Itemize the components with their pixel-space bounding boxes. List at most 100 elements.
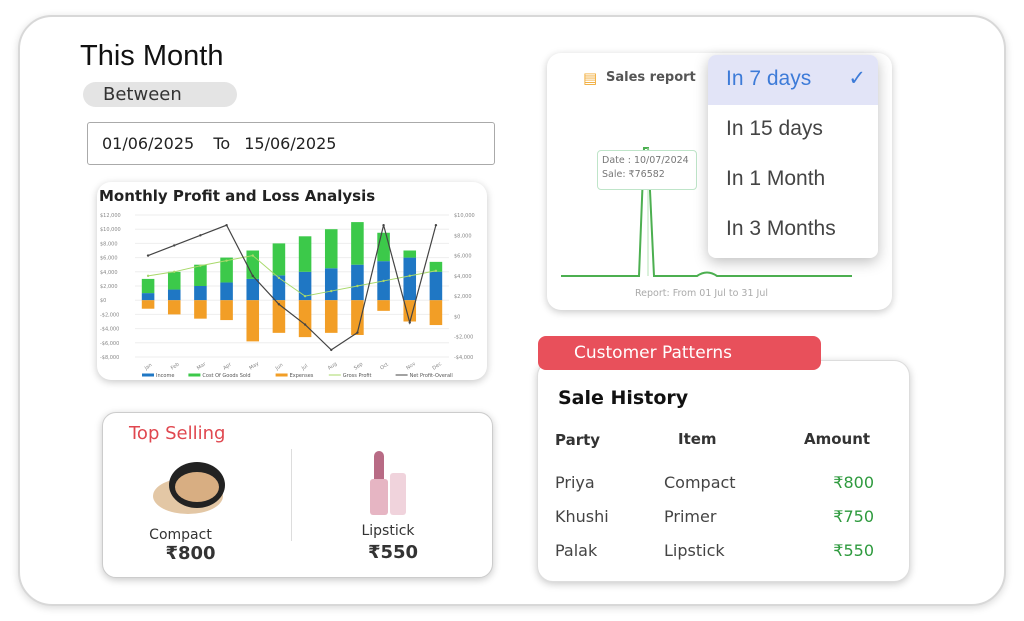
- gross-profit-point: [199, 264, 202, 267]
- x-tick-label: Jan: [143, 362, 154, 372]
- left-tick-label: -$2,000: [100, 312, 119, 318]
- net-profit-point: [434, 223, 438, 227]
- legend-swatch: [275, 373, 288, 377]
- product-price: ₹800: [165, 543, 216, 564]
- left-tick-label: $0: [100, 298, 106, 304]
- x-tick-label: May: [248, 361, 260, 372]
- customer-patterns-label: Customer Patterns: [538, 336, 821, 370]
- legend-label: Expenses: [290, 373, 314, 379]
- cogs-bar: [324, 229, 338, 269]
- report-icon: ▤: [583, 69, 598, 87]
- history-party: Palak: [555, 541, 598, 560]
- col-amount: Amount: [804, 430, 871, 448]
- date-from: 01/06/2025: [102, 134, 195, 153]
- expenses-bar: [403, 300, 417, 322]
- lipstick-image: [368, 451, 408, 516]
- legend-swatch: [142, 373, 154, 377]
- right-tick-label: -$4,000: [454, 355, 473, 361]
- x-tick-label: Mar: [196, 361, 208, 372]
- cogs-bar: [194, 264, 207, 286]
- history-amount: ₹750: [833, 507, 874, 526]
- net-profit-point: [330, 348, 333, 352]
- product-name: Lipstick: [361, 523, 415, 539]
- income-bar: [298, 271, 312, 301]
- net-profit-point: [356, 331, 359, 334]
- net-profit-point: [277, 303, 281, 306]
- report-range: Report: From 01 Jul to 31 Jul: [635, 288, 768, 299]
- sale-history-title: Sale History: [558, 387, 689, 409]
- sale-history-card: Sale History Party Item Amount Priya Comp…: [537, 360, 910, 582]
- gross-profit-point: [434, 269, 438, 272]
- tooltip-date: Date : 10/07/2024: [602, 155, 689, 166]
- x-tick-label: Oct: [379, 362, 390, 372]
- cogs-bar: [167, 271, 181, 290]
- option-1-month[interactable]: In 1 Month: [726, 167, 826, 190]
- page-title: This Month: [80, 40, 224, 72]
- income-bar: [324, 268, 338, 301]
- profit-loss-chart-card: Monthly Profit and Loss Analysis $12,000…: [97, 182, 487, 380]
- gross-profit-point: [356, 284, 359, 288]
- net-profit-point: [199, 234, 202, 237]
- expenses-bar: [272, 300, 286, 333]
- option-15-days[interactable]: In 15 days: [726, 117, 823, 140]
- option-label: In 7 days: [726, 67, 812, 90]
- income-bar: [220, 282, 233, 301]
- option-7-days[interactable]: In 7 days ✓: [708, 55, 878, 105]
- net-profit-line: [147, 224, 437, 351]
- net-profit-point: [225, 223, 228, 227]
- between-label: Between: [83, 82, 237, 107]
- cogs-bar: [272, 243, 286, 276]
- legend-label: Gross Profit: [343, 373, 372, 379]
- left-tick-label: $8,000: [100, 241, 118, 247]
- expenses-bar: [246, 300, 260, 342]
- date-to: 15/06/2025: [244, 134, 337, 153]
- history-party: Khushi: [555, 507, 609, 526]
- income-bar: [141, 293, 155, 301]
- sales-report-title: Sales report: [606, 70, 696, 85]
- option-3-months[interactable]: In 3 Months: [726, 217, 836, 240]
- x-tick-label: Sep: [353, 361, 364, 371]
- x-tick-label: Nov: [405, 361, 416, 372]
- expenses-bar: [194, 300, 207, 319]
- product-price: ₹550: [367, 542, 419, 563]
- legend-label: Income: [156, 373, 174, 379]
- legend-swatch: [188, 373, 201, 377]
- income-bar: [194, 286, 207, 301]
- left-tick-label: -$4,000: [100, 327, 119, 333]
- history-item: Lipstick: [664, 541, 725, 560]
- net-profit-point: [251, 274, 254, 278]
- expenses-bar: [141, 300, 155, 309]
- cogs-bar: [377, 232, 390, 262]
- right-tick-label: $10,000: [454, 213, 475, 219]
- left-tick-label: $4,000: [100, 270, 118, 276]
- cogs-bar: [220, 257, 233, 283]
- sales-tooltip: Date : 10/07/2024 Sale: ₹76582: [597, 150, 697, 190]
- cogs-bar: [429, 261, 443, 272]
- expenses-bar: [351, 300, 364, 335]
- product-name: Compact: [149, 527, 212, 543]
- left-tick-label: $6,000: [100, 256, 118, 262]
- left-tick-label: -$6,000: [100, 341, 119, 347]
- cogs-bar: [403, 250, 417, 258]
- chart-title: Monthly Profit and Loss Analysis: [99, 187, 376, 205]
- x-tick-label: Aug: [327, 361, 338, 372]
- history-item: Compact: [664, 473, 736, 492]
- x-tick-label: Feb: [170, 362, 181, 372]
- expenses-bar: [377, 300, 390, 311]
- left-tick-label: $10,000: [100, 227, 121, 233]
- col-party: Party: [555, 431, 601, 449]
- income-bar: [272, 275, 286, 301]
- income-bar: [429, 271, 443, 301]
- gross-profit-point: [173, 270, 176, 273]
- date-range-input[interactable]: 01/06/2025 To 15/06/2025: [87, 122, 495, 165]
- right-tick-label: $8,000: [454, 233, 472, 239]
- right-tick-label: $2,000: [454, 294, 472, 300]
- gross-profit-point: [277, 276, 281, 280]
- net-profit-point: [173, 244, 176, 247]
- left-tick-label: -$8,000: [100, 355, 119, 361]
- net-profit-point: [382, 223, 385, 227]
- income-bar: [403, 257, 417, 301]
- expenses-bar: [429, 300, 443, 326]
- period-dropdown[interactable]: In 7 days ✓ In 15 days In 1 Month In 3 Mo…: [708, 55, 878, 258]
- income-bar: [246, 278, 260, 301]
